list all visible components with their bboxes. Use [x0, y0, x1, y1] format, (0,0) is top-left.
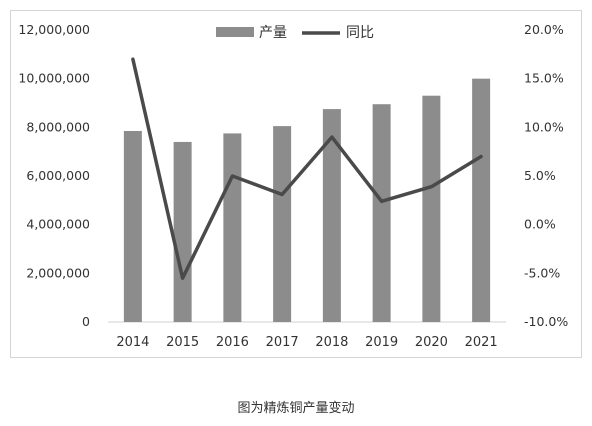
left-axis-tick-label: 4,000,000 [26, 217, 90, 232]
left-axis-tick-label: 12,000,000 [18, 22, 90, 37]
legend-bar-swatch [216, 27, 254, 37]
right-axis-tick-label: -10.0% [524, 314, 568, 329]
x-axis-tick-label: 2020 [415, 335, 448, 350]
left-axis-tick-label: 6,000,000 [26, 168, 90, 183]
right-axis-tick-label: 20.0% [524, 22, 564, 37]
x-axis-tick-label: 2016 [216, 335, 249, 350]
right-axis-tick-label: 5.0% [524, 168, 556, 183]
x-axis-tick-label: 2014 [116, 335, 149, 350]
chart-caption: 图为精炼铜产量变动 [237, 401, 355, 416]
bar [123, 130, 142, 322]
chart-frame [10, 10, 582, 358]
bar [422, 95, 441, 322]
bar [372, 104, 391, 322]
legend-line-label: 同比 [346, 25, 374, 41]
bar [472, 78, 491, 323]
right-axis-tick-label: -5.0% [524, 265, 560, 280]
bar [322, 109, 341, 322]
x-axis-tick-label: 2017 [266, 335, 299, 350]
line-series [131, 57, 483, 280]
left-axis-tick-label: 10,000,000 [18, 71, 90, 86]
bar [223, 133, 242, 322]
bar [273, 126, 292, 322]
left-axis-tick-label: 0 [82, 314, 90, 329]
x-axis-tick-label: 2019 [365, 335, 398, 350]
legend-bar-label: 产量 [259, 25, 287, 41]
x-axis-tick-label: 2021 [465, 335, 498, 350]
right-axis-tick-label: 0.0% [524, 217, 556, 232]
bar [173, 141, 192, 322]
right-axis-tick-label: 15.0% [524, 71, 564, 86]
x-axis-tick-label: 2018 [315, 335, 348, 350]
x-axis-tick-label: 2015 [166, 335, 199, 350]
left-axis-tick-label: 8,000,000 [26, 119, 90, 134]
right-axis-tick-label: 10.0% [524, 119, 564, 134]
left-axis-tick-label: 2,000,000 [26, 265, 90, 280]
